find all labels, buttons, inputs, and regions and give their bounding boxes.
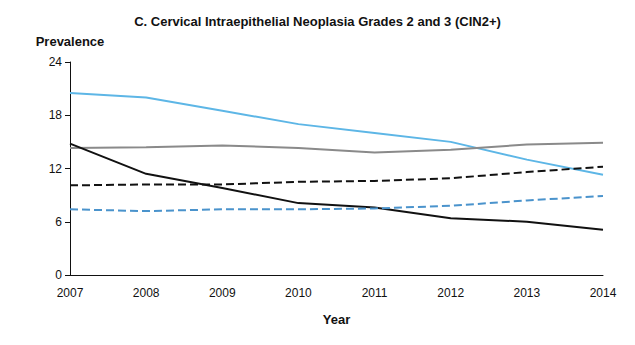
- svg-text:C. Cervical Intraepithelial Ne: C. Cervical Intraepithelial Neoplasia Gr…: [134, 14, 501, 29]
- svg-text:2012: 2012: [437, 286, 464, 300]
- svg-text:2011: 2011: [362, 286, 388, 300]
- svg-text:2013: 2013: [514, 286, 541, 300]
- svg-text:2008: 2008: [133, 286, 160, 300]
- svg-text:18: 18: [49, 108, 63, 122]
- svg-text:Year: Year: [323, 312, 350, 327]
- svg-text:2009: 2009: [209, 286, 236, 300]
- svg-text:12: 12: [49, 162, 63, 176]
- svg-text:2007: 2007: [57, 286, 84, 300]
- svg-text:0: 0: [55, 268, 62, 282]
- svg-text:6: 6: [55, 215, 62, 229]
- svg-text:2014: 2014: [590, 286, 617, 300]
- svg-text:24: 24: [49, 55, 63, 69]
- svg-text:2010: 2010: [285, 286, 312, 300]
- svg-text:Prevalence: Prevalence: [36, 34, 105, 49]
